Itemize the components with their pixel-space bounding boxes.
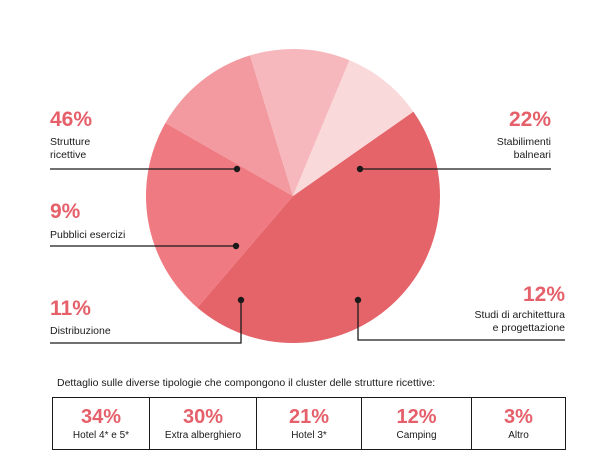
- slice-category-label: Studi di architettura e progettazione: [475, 309, 566, 334]
- callout-line: [357, 300, 565, 341]
- slice-category-label: Distribuzione: [50, 325, 111, 337]
- slice-category-label: Stabilimenti balneari: [497, 136, 551, 161]
- detail-title: Dettaglio sulle diverse tipologie che co…: [57, 377, 436, 389]
- detail-label: Altro: [508, 429, 529, 441]
- callout-line: [50, 300, 242, 344]
- detail-table: 34% Hotel 4* e 5* 30% Extra alberghiero 21% H…: [52, 397, 566, 450]
- detail-cell: 30% Extra alberghiero: [150, 398, 257, 449]
- detail-percent: 30%: [182, 405, 224, 428]
- slice-percent-label: 9%: [50, 200, 81, 223]
- detail-label: Hotel 3*: [291, 429, 327, 441]
- pie-slice: [293, 60, 414, 196]
- detail-percent: 12%: [396, 405, 437, 428]
- detail-cell: 12% Camping: [362, 398, 472, 449]
- detail-percent: 34%: [80, 405, 122, 428]
- detail-label: Camping: [396, 429, 437, 441]
- detail-label: Extra alberghiero: [164, 429, 242, 441]
- callout-dot: [354, 296, 362, 304]
- slice-percent-label: 11%: [50, 297, 91, 320]
- callout-dot: [233, 165, 241, 173]
- slice-percent-label: 22%: [509, 108, 551, 131]
- callout-dot: [356, 165, 364, 173]
- detail-cell: 21% Hotel 3*: [257, 398, 362, 449]
- callout-dot: [237, 296, 245, 304]
- slice-percent-label: 46%: [50, 108, 92, 131]
- detail-percent: 3%: [504, 405, 533, 428]
- pie-slice: [165, 55, 293, 196]
- callout-dot: [232, 242, 240, 250]
- pie-slice: [250, 48, 350, 196]
- detail-percent: 21%: [288, 405, 330, 428]
- slice-percent-label: 12%: [523, 283, 565, 306]
- detail-cell: 34% Hotel 4* e 5*: [53, 398, 150, 449]
- pie-chart: 46% Strutture ricettive 22% Stabilimenti baln…: [50, 48, 566, 344]
- detail-cell: 3% Altro: [472, 398, 565, 449]
- detail-label: Hotel 4* e 5*: [72, 429, 130, 441]
- slice-category-label: Strutture ricettive: [50, 136, 90, 161]
- slice-category-label: Pubblici esercizi: [50, 229, 125, 241]
